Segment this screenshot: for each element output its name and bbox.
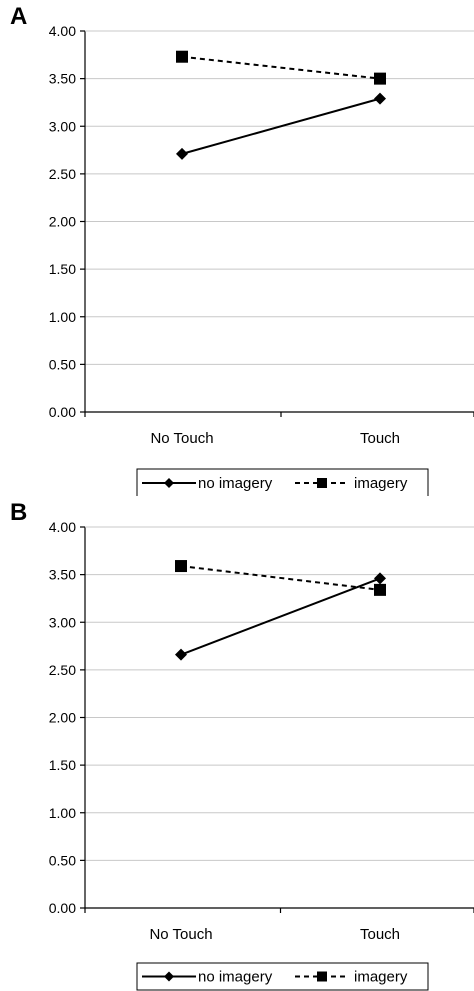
chart-a-svg: A 0.00 0.50 1.00 1.50 2.00 2.50 3.00 3.50 4.00 No … (10, 3, 474, 496)
data-point-imagery (374, 72, 386, 85)
data-point-no-imagery (374, 572, 386, 585)
legend-sample-no-imagery-marker (164, 478, 174, 488)
legend-sample-imagery-marker (317, 478, 327, 488)
y-tick-label: 3.00 (49, 614, 76, 630)
y-tick-label: 3.00 (49, 118, 76, 134)
legend-sample-imagery-marker (317, 971, 327, 982)
y-tick-label: 2.00 (49, 214, 76, 230)
y-tick-label: 0.50 (49, 356, 76, 372)
y-tick-label: 1.00 (49, 309, 76, 325)
y-tick-label: 0.00 (49, 900, 76, 916)
data-point-imagery (374, 583, 386, 596)
y-tick-label: 0.50 (49, 852, 76, 868)
data-point-no-imagery (374, 92, 386, 105)
series-line-no-imagery (181, 97, 381, 155)
chart-panel-b: B 0.00 0.50 1.00 1.50 2.00 2.50 3.00 3.50 4.00 No … (0, 496, 474, 991)
series-line-imagery (181, 55, 381, 80)
legend-label-imagery: imagery (354, 475, 408, 492)
y-tick-label: 1.50 (49, 261, 76, 277)
series-line-no-imagery (180, 577, 381, 656)
chart-panel-a: A 0.00 0.50 1.00 1.50 2.00 2.50 3.00 3.50 4.00 No … (10, 3, 474, 496)
legend-label-no-imagery: no imagery (198, 475, 273, 492)
y-tick-label: 2.50 (49, 662, 76, 678)
y-tick-label: 0.00 (49, 404, 76, 420)
panel-letter: A (10, 3, 27, 30)
x-category-label: Touch (360, 430, 400, 447)
legend-box (136, 468, 429, 496)
y-tick-label: 4.00 (49, 519, 76, 535)
x-category-label: Touch (360, 926, 400, 943)
y-tick-label: 3.50 (49, 71, 76, 87)
legend-sample-no-imagery-marker (164, 971, 174, 982)
data-point-no-imagery (176, 147, 188, 160)
y-tick-label: 1.00 (49, 805, 76, 821)
y-tick-label: 3.50 (49, 567, 76, 583)
y-tick-label: 2.00 (49, 710, 76, 726)
data-point-imagery (175, 560, 187, 573)
data-point-imagery (176, 50, 188, 63)
panel-letter: B (10, 499, 27, 526)
series-line-imagery (180, 565, 381, 591)
y-tick-label: 1.50 (49, 757, 76, 773)
chart-b-svg: B 0.00 0.50 1.00 1.50 2.00 2.50 3.00 3.50 4.00 No … (10, 499, 474, 991)
legend-label-no-imagery: no imagery (198, 969, 273, 986)
y-tick-label: 2.50 (49, 166, 76, 182)
x-category-label: No Touch (149, 926, 212, 943)
x-category-label: No Touch (150, 430, 213, 447)
data-point-no-imagery (175, 648, 187, 661)
legend-label-imagery: imagery (354, 969, 408, 986)
legend-box (136, 962, 429, 991)
y-tick-label: 4.00 (49, 23, 76, 39)
